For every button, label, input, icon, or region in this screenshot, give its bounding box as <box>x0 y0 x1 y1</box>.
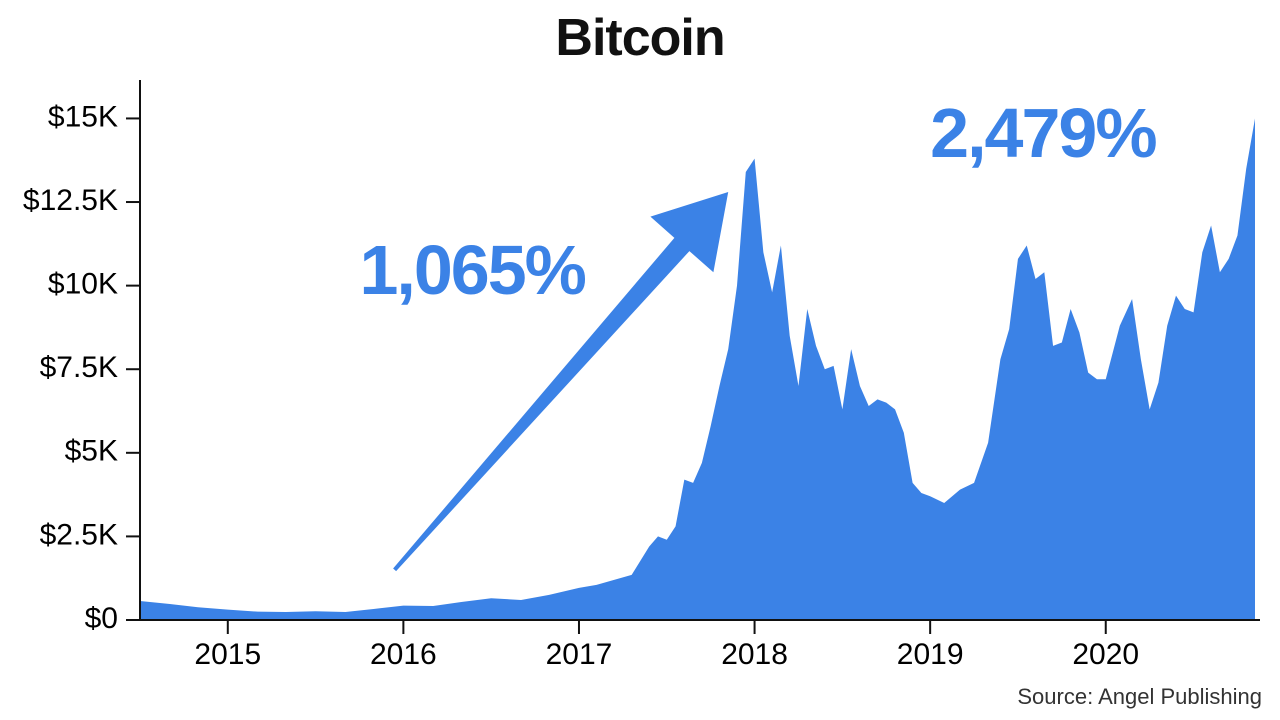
bitcoin-area-chart: $0 $2.5K $5K $7.5K $10K $12.5K $15K 2015 2016 201… <box>0 0 1280 720</box>
x-tick-label: 2018 <box>721 638 788 671</box>
y-tick-label: $2.5K <box>40 518 118 551</box>
source-attribution: Source: Angel Publishing <box>1017 684 1262 710</box>
x-tick-label: 2020 <box>1072 638 1139 671</box>
y-tick-label: $12.5K <box>23 184 118 217</box>
y-tick-label: $5K <box>65 435 118 468</box>
percent-annotation-0: 1,065% <box>359 231 585 309</box>
x-tick-label: 2015 <box>194 638 261 671</box>
percent-annotation-1: 2,479% <box>930 94 1156 172</box>
area-fill <box>140 118 1255 620</box>
y-tick-label: $7.5K <box>40 351 118 384</box>
y-tick-label: $0 <box>85 602 118 635</box>
y-tick-label: $10K <box>48 268 118 301</box>
x-tick-label: 2017 <box>546 638 613 671</box>
x-tick-label: 2016 <box>370 638 437 671</box>
y-tick-label: $15K <box>48 100 118 133</box>
x-tick-label: 2019 <box>897 638 964 671</box>
